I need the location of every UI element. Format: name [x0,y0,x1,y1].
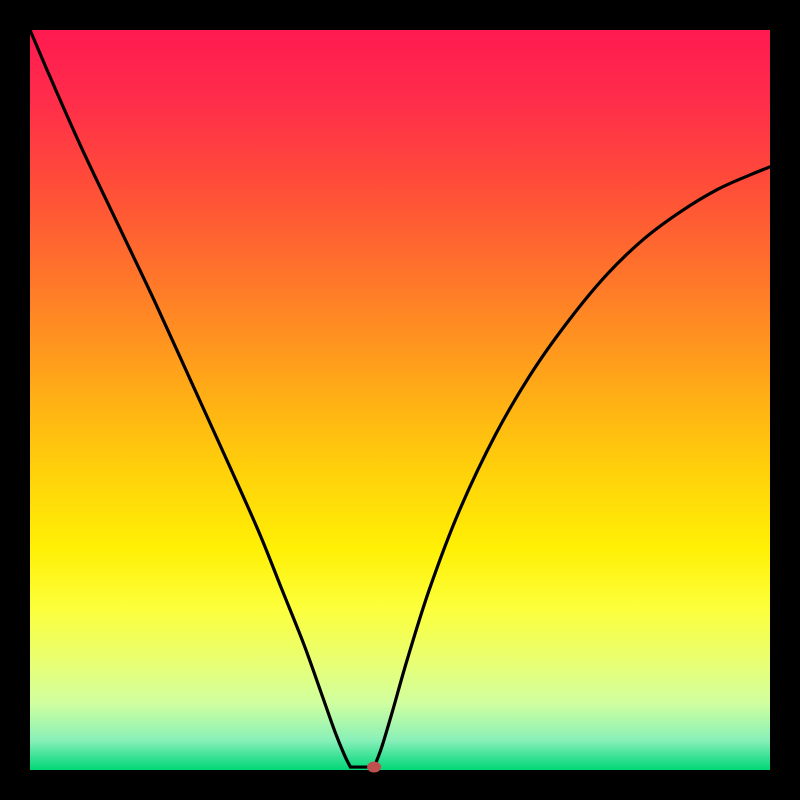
optimal-point-marker [367,762,381,773]
chart-gradient-bg [30,30,770,770]
bottleneck-chart [0,0,800,800]
chart-container: TheBottleneck.com [0,0,800,800]
